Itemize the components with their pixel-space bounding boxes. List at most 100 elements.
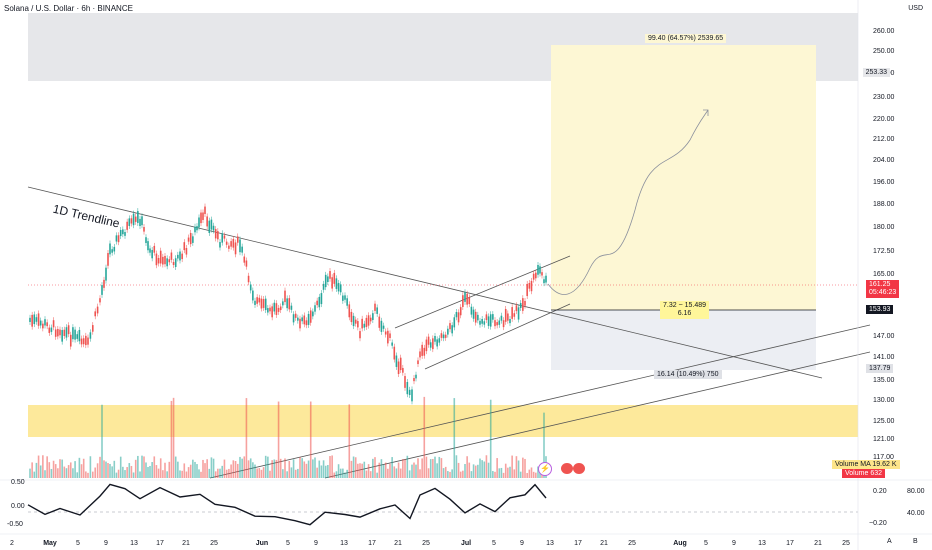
volume-bar	[290, 467, 293, 478]
candle-body	[92, 325, 94, 332]
time-tick-label: 21	[394, 540, 402, 547]
volume-bar	[301, 458, 303, 478]
osc-right-tick-top: 0.20	[873, 488, 887, 495]
volume-bar	[406, 455, 409, 478]
volume-bar	[126, 467, 128, 478]
volume-bar	[157, 468, 160, 478]
volume-bar	[511, 455, 513, 478]
volume-bar	[432, 459, 434, 478]
candle-body	[337, 282, 340, 292]
candle-body	[294, 313, 297, 318]
candle-body	[404, 376, 406, 388]
long-support-1[interactable]	[209, 324, 871, 479]
volume-bar	[286, 471, 288, 478]
volume-bar	[380, 459, 383, 478]
candle-body	[273, 302, 276, 312]
candle-body	[221, 233, 224, 243]
volume-bar	[232, 460, 235, 478]
candle-body	[357, 321, 359, 328]
volume-bar	[479, 458, 481, 478]
volume-bar	[316, 467, 318, 478]
candle-body	[194, 226, 196, 233]
volume-bar	[124, 470, 126, 478]
osc-left-tick-mid: 0.00	[11, 503, 25, 510]
candle-body	[241, 246, 243, 253]
volume-bar	[305, 463, 308, 478]
candle-body	[327, 276, 329, 282]
volume-bar	[466, 456, 468, 478]
volume-bar	[348, 404, 351, 478]
volume-bar	[294, 469, 297, 478]
volume-bar	[378, 462, 381, 478]
candle-body	[359, 331, 361, 339]
candle-body	[429, 342, 432, 348]
volume-bar	[69, 462, 72, 478]
time-tick-label: 9	[520, 540, 524, 547]
candle-body	[290, 305, 293, 310]
candle-body	[378, 316, 381, 328]
candle-body	[168, 259, 171, 263]
volume-bar	[196, 464, 198, 478]
candle-body	[101, 285, 103, 295]
candle-body	[183, 242, 186, 251]
projection-path[interactable]	[547, 109, 709, 295]
candle-body	[271, 306, 273, 318]
currency-label: USD	[908, 5, 923, 12]
volume-bar	[509, 466, 511, 478]
volume-bar	[181, 470, 183, 478]
channel-lower[interactable]	[424, 303, 571, 370]
candle-body	[87, 337, 89, 345]
candle-body	[166, 258, 168, 267]
volume-bar	[331, 455, 333, 478]
volume-bar	[528, 469, 531, 478]
time-tick-label: 5	[492, 540, 496, 547]
projection-arrow-icon	[703, 109, 709, 116]
candle-body	[122, 229, 124, 235]
price-tick-label: 117.00	[873, 454, 894, 461]
log-scale-toggle[interactable]: B	[913, 538, 918, 545]
candle-body	[307, 313, 310, 325]
candle-body	[528, 282, 531, 289]
candle-body	[421, 344, 423, 356]
us-flag-icon-2[interactable]	[573, 463, 585, 474]
volume-bar	[50, 468, 53, 478]
volume-bar	[159, 458, 162, 478]
long-support-2[interactable]	[324, 351, 871, 479]
candle-body	[408, 389, 411, 396]
volume-bar	[513, 469, 516, 478]
target-price-badge: 253.33	[862, 68, 890, 77]
time-tick-label: 5	[704, 540, 708, 547]
volume-bar	[346, 469, 348, 478]
volume-bar	[72, 468, 74, 478]
candle-body	[539, 266, 541, 274]
volume-bar	[210, 457, 213, 478]
lightning-icon[interactable]: ⚡	[538, 462, 552, 476]
volume-bar	[96, 463, 99, 478]
candle-body	[301, 317, 303, 322]
volume-bar	[342, 468, 344, 478]
volume-bar	[429, 459, 432, 478]
volume-bar	[485, 455, 488, 478]
volume-bar	[436, 463, 438, 478]
candle-body	[466, 293, 468, 305]
candle-body	[472, 309, 475, 319]
volume-bar	[105, 461, 107, 478]
volume-bar	[174, 456, 177, 478]
candle-body	[172, 261, 175, 265]
channel-upper[interactable]	[394, 255, 571, 329]
candle-body	[380, 320, 383, 332]
trendline-1d[interactable]	[27, 186, 823, 379]
us-flag-icon[interactable]	[561, 463, 573, 474]
time-tick-label: 13	[130, 540, 138, 547]
candle-body	[82, 338, 85, 345]
volume-bar	[359, 463, 361, 478]
volume-bar	[74, 461, 76, 478]
volume-bar	[397, 462, 400, 478]
auto-scale-toggle[interactable]: A	[887, 538, 892, 545]
volume-bar	[258, 468, 261, 478]
candle-body	[397, 361, 400, 375]
volume-bar	[434, 456, 436, 478]
volume-bar	[519, 471, 522, 478]
time-tick-label: 21	[600, 540, 608, 547]
